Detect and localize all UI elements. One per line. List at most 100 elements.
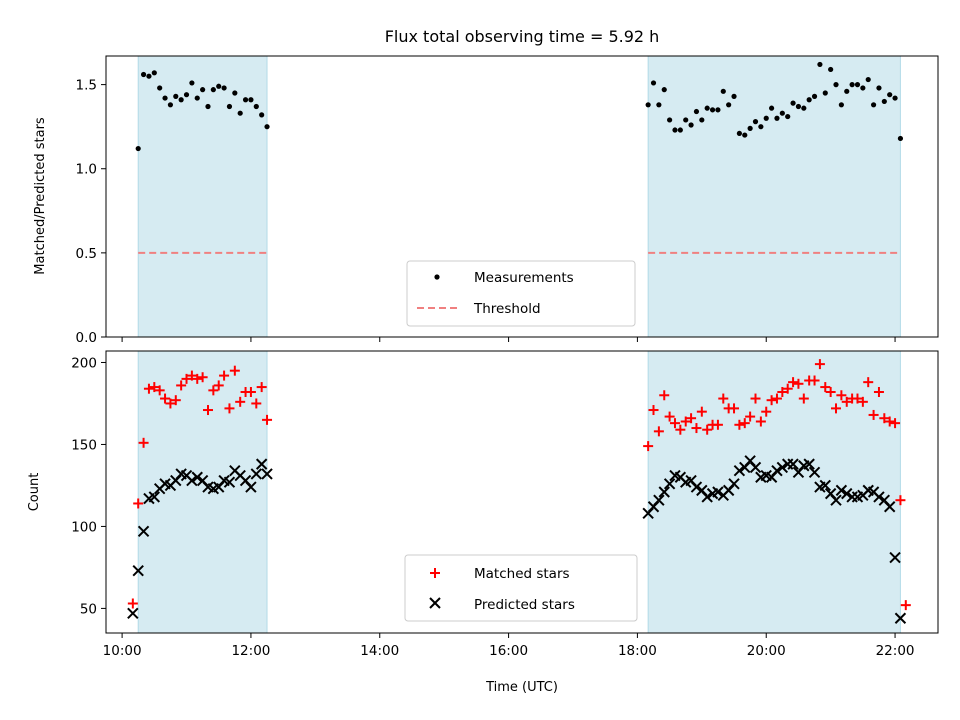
measurement-point [157, 85, 163, 91]
measurement-point [200, 87, 206, 93]
matched-star-point [729, 403, 740, 414]
measurement-point [811, 93, 818, 99]
measurement-point [167, 102, 174, 108]
x-b [245, 481, 257, 493]
measurement-point [769, 105, 775, 111]
x-tick-label: 10:00 [103, 643, 142, 659]
y-tick-label: 100 [71, 519, 97, 535]
matched-star-point [224, 403, 235, 414]
predicted-star-point [261, 468, 273, 480]
measurement-point [838, 102, 844, 108]
x-b [841, 487, 853, 500]
x-b [132, 564, 144, 577]
x-b [808, 466, 821, 479]
matched-star-point [262, 414, 273, 425]
measurement-point [194, 95, 200, 101]
measurement-point [264, 124, 270, 130]
x-b [728, 478, 740, 490]
predicted-star-point [830, 494, 842, 506]
matched-star-point [900, 600, 911, 611]
predicted-star-point [771, 464, 783, 477]
matched-star-point [857, 396, 868, 407]
matched-star-point [777, 386, 788, 397]
matched-star-point [664, 411, 675, 422]
predicted-star-point [749, 461, 762, 474]
measurement-point [731, 93, 737, 99]
x-b [229, 464, 241, 477]
predicted-star-point [186, 474, 198, 487]
measurement-point [656, 102, 662, 108]
measurement-point [699, 117, 705, 123]
matched-star-point [863, 377, 874, 388]
x-tick-label: 14:00 [360, 643, 399, 659]
predicted-star-point [808, 466, 821, 479]
predicted-star-point [728, 478, 740, 490]
measurement-point [709, 107, 716, 113]
matched-star-point [143, 383, 154, 394]
x-b [137, 525, 150, 538]
predicted-star-point [250, 468, 263, 480]
x-b [824, 487, 837, 500]
matched-star-point [691, 423, 702, 434]
measurement-point [650, 80, 657, 86]
matched-star-point [884, 416, 895, 427]
measurement-point [135, 145, 141, 152]
y-tick-label: 0.0 [76, 330, 97, 346]
x-b [653, 494, 665, 506]
predicted-star-point [873, 491, 885, 503]
matched-star-point [149, 382, 160, 393]
x-b [674, 471, 687, 483]
observing-window-shade [647, 55, 901, 338]
legend-measurements-label: Measurements [474, 270, 574, 286]
measurement-point [795, 103, 802, 110]
measurement-point [715, 107, 721, 113]
legend-matched-label: Matched stars [474, 566, 570, 582]
measurement-point [747, 125, 753, 131]
y-tick-label: 1.0 [76, 162, 97, 178]
measurement-point [667, 117, 673, 123]
predicted-star-point [663, 478, 676, 490]
measurement-point [892, 95, 898, 101]
x-b [749, 461, 762, 474]
matched-star-point [718, 393, 729, 404]
count-legend: Matched stars Predicted stars [404, 554, 638, 622]
matched-star-point [133, 498, 144, 509]
measurement-point [720, 88, 726, 94]
measurement-point [887, 92, 893, 98]
predicted-star-point [127, 607, 139, 620]
measurement-point [801, 105, 807, 111]
measurement-point [860, 85, 866, 91]
matched-star-point [761, 406, 772, 417]
matched-star-point [739, 418, 750, 429]
matched-star-point [825, 386, 836, 397]
x-b [250, 468, 263, 480]
x-b [771, 464, 783, 477]
measurement-point [828, 66, 834, 73]
measurement-point [661, 87, 667, 93]
legend-predicted-label: Predicted stars [474, 597, 575, 613]
measurement-point [897, 135, 904, 142]
x-b [803, 458, 815, 470]
x-tick-label: 12:00 [231, 643, 270, 659]
matched-star-point [782, 383, 793, 394]
matched-star-point [165, 398, 176, 409]
measurement-point [785, 113, 791, 120]
matched-star-point [788, 377, 799, 388]
x-b [835, 484, 848, 497]
measurement-point [253, 103, 259, 110]
matched-star-point [755, 416, 766, 427]
x-b [685, 474, 697, 487]
x-b [701, 491, 713, 503]
measurement-point [790, 100, 796, 106]
matched-star-point [256, 382, 267, 393]
x-b [867, 486, 880, 498]
x-axis-label: Time (UTC) [485, 680, 558, 695]
predicted-star-point [712, 486, 724, 498]
matched-star-point [868, 409, 879, 420]
matched-star-point [831, 403, 842, 414]
predicted-star-point [148, 491, 161, 503]
predicted-star-point [819, 479, 831, 492]
measurement-point [763, 115, 769, 121]
predicted-star-point [690, 481, 703, 493]
matched-star-point [659, 390, 670, 401]
